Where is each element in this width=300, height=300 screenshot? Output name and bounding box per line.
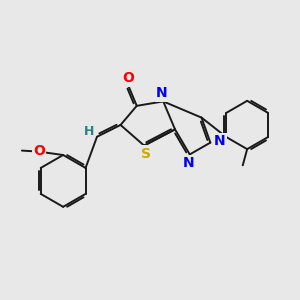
Text: N: N [182,156,194,170]
Text: N: N [214,134,226,148]
Text: S: S [142,147,152,161]
Text: O: O [33,144,45,158]
Text: H: H [84,125,94,138]
Text: O: O [122,71,134,85]
Text: N: N [156,86,168,100]
